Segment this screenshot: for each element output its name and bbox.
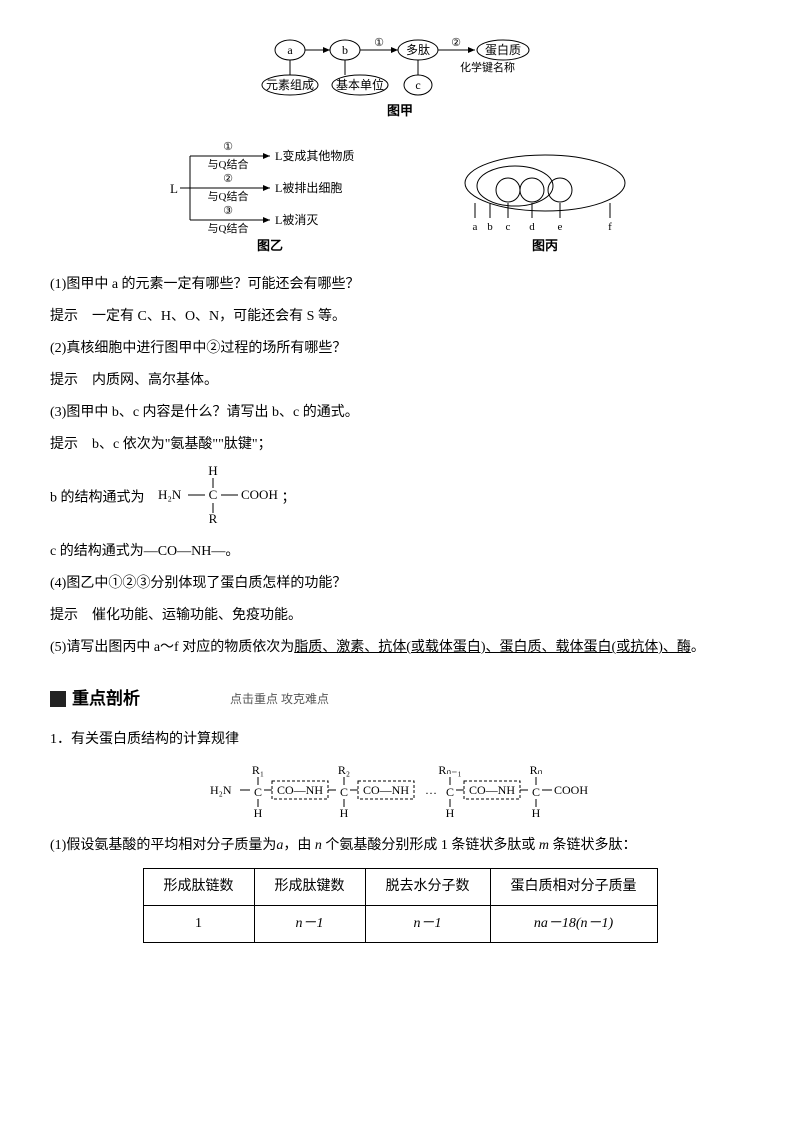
svg-text:a: a <box>473 221 478 233</box>
svg-text:c: c <box>506 221 511 233</box>
amino-acid-formula: H H₂N C COOH R <box>148 463 278 534</box>
question-4: (4)图乙中①②③分别体现了蛋白质怎样的功能？ <box>50 570 750 598</box>
svg-text:CO—NH: CO—NH <box>277 783 323 797</box>
peptide-table: 形成肽链数 形成肽键数 脱去水分子数 蛋白质相对分子质量 1 n－1 n－1 n… <box>143 868 658 943</box>
svg-text:H: H <box>254 806 263 819</box>
table-cell: n－1 <box>254 906 365 943</box>
svg-text:d: d <box>529 221 535 233</box>
rule1-var-m: m <box>539 838 549 853</box>
rule1-p1-mid1: ，由 <box>283 838 315 853</box>
q5-prefix: (5)请写出图丙中 a～f 对应的物质依次为 <box>50 640 294 655</box>
svg-text:H₂N: H₂N <box>210 783 232 797</box>
svg-text:元素组成: 元素组成 <box>266 78 314 92</box>
svg-text:c: c <box>415 78 420 92</box>
rule1-heading: 1．有关蛋白质结构的计算规律 <box>50 726 750 754</box>
svg-text:L: L <box>170 181 178 196</box>
formula-c: c 的结构通式为—CO—NH—。 <box>50 538 750 566</box>
svg-text:与Q结合: 与Q结合 <box>208 189 249 203</box>
diagram-yi-bing-svg: L ① 与Q结合 L变成其他物质 ② 与Q结合 L被排出细胞 ③ 与Q结合 L被… <box>160 138 640 258</box>
question-2: (2)真核细胞中进行图甲中②过程的场所有哪些？ <box>50 335 750 363</box>
rule1-p1-post: 条链状多肽： <box>549 838 637 853</box>
formula-b-suffix: ； <box>282 491 296 506</box>
rule1-p1: (1)假设氨基酸的平均相对分子质量为a，由 n 个氨基酸分别形成 1 条链状多肽… <box>50 832 750 860</box>
svg-text:③: ③ <box>223 205 233 217</box>
diagram-jia: a b ① 多肽 ② 蛋白质 元素组成 基本单位 化学键名称 c 图甲 <box>50 35 750 133</box>
svg-text:图甲: 图甲 <box>387 103 413 118</box>
table-cell: na－18(n－1) <box>490 906 657 943</box>
svg-text:R₂: R₂ <box>338 763 350 777</box>
table-header: 形成肽键数 <box>254 869 365 906</box>
svg-text:基本单位: 基本单位 <box>336 77 384 92</box>
svg-text:L变成其他物质: L变成其他物质 <box>275 148 354 163</box>
svg-text:H: H <box>340 806 349 819</box>
rule1-p1-mid2: 个氨基酸分别形成 1 条链状多肽或 <box>322 838 539 853</box>
answer-3: 提示 b、c 依次为"氨基酸""肽键"； <box>50 431 750 459</box>
table-header: 形成肽链数 <box>143 869 254 906</box>
section-title: 重点剖析 <box>72 682 140 716</box>
svg-text:R: R <box>209 511 218 523</box>
svg-text:e: e <box>558 221 563 233</box>
svg-text:与Q结合: 与Q结合 <box>208 157 249 171</box>
svg-text:L被排出细胞: L被排出细胞 <box>275 181 342 195</box>
svg-text:R₁: R₁ <box>252 763 264 777</box>
diagram-jia-svg: a b ① 多肽 ② 蛋白质 元素组成 基本单位 化学键名称 c 图甲 <box>260 35 540 125</box>
section-header: 重点剖析 点击重点 攻克难点 <box>50 682 750 716</box>
svg-text:与Q结合: 与Q结合 <box>208 221 249 235</box>
answer-4: 提示 催化功能、运输功能、免疫功能。 <box>50 602 750 630</box>
question-3: (3)图甲中 b、c 内容是什么？请写出 b、c 的通式。 <box>50 399 750 427</box>
formula-b-prefix: b 的结构通式为 <box>50 491 145 506</box>
svg-text:C: C <box>209 487 218 502</box>
svg-text:②: ② <box>451 37 461 49</box>
rule1-var-n: n <box>315 838 322 853</box>
svg-text:C: C <box>254 785 262 799</box>
svg-text:H₂N: H₂N <box>158 487 182 502</box>
table-row: 1 n－1 n－1 na－18(n－1) <box>143 906 657 943</box>
svg-text:C: C <box>340 785 348 799</box>
svg-text:H: H <box>446 806 455 819</box>
svg-text:H: H <box>208 463 217 478</box>
peptide-chain-diagram: H₂N R₁ C H CO—NH R₂ C H CO—NH … Rₙ₋₁ C H… <box>50 759 750 827</box>
svg-text:Rₙ₋₁: Rₙ₋₁ <box>438 763 461 777</box>
svg-text:C: C <box>446 785 454 799</box>
svg-text:CO—NH: CO—NH <box>363 783 409 797</box>
svg-text:②: ② <box>223 173 233 185</box>
section-bar-icon <box>50 691 66 707</box>
table-cell: 1 <box>143 906 254 943</box>
q5-suffix: 。 <box>691 640 705 655</box>
section-subtitle: 点击重点 攻克难点 <box>230 687 329 711</box>
formula-b: b 的结构通式为 H H₂N C COOH R ； <box>50 463 750 534</box>
q5-answer-underlined: 脂质、激素、抗体(或载体蛋白)、蛋白质、载体蛋白(或抗体)、酶 <box>294 640 691 655</box>
svg-text:f: f <box>608 221 612 233</box>
svg-text:L被消灭: L被消灭 <box>275 213 318 227</box>
svg-text:a: a <box>287 43 293 57</box>
svg-text:①: ① <box>223 141 233 153</box>
svg-text:蛋白质: 蛋白质 <box>485 42 521 57</box>
svg-text:化学键名称: 化学键名称 <box>460 60 515 74</box>
answer-2: 提示 内质网、高尔基体。 <box>50 367 750 395</box>
table-header: 脱去水分子数 <box>365 869 490 906</box>
svg-text:COOH: COOH <box>554 783 588 797</box>
question-1: (1)图甲中 a 的元素一定有哪些？可能还会有哪些？ <box>50 271 750 299</box>
svg-text:b: b <box>487 221 493 233</box>
svg-text:①: ① <box>374 37 384 49</box>
question-5: (5)请写出图丙中 a～f 对应的物质依次为脂质、激素、抗体(或载体蛋白)、蛋白… <box>50 634 750 662</box>
diagram-yi-bing: L ① 与Q结合 L变成其他物质 ② 与Q结合 L被排出细胞 ③ 与Q结合 L被… <box>50 138 750 266</box>
table-header: 蛋白质相对分子质量 <box>490 869 657 906</box>
svg-text:Rₙ: Rₙ <box>530 763 543 777</box>
svg-text:多肽: 多肽 <box>406 42 430 57</box>
answer-1: 提示 一定有 C、H、O、N，可能还会有 S 等。 <box>50 303 750 331</box>
svg-text:C: C <box>532 785 540 799</box>
svg-text:b: b <box>342 43 348 57</box>
rule1-p1-pre: (1)假设氨基酸的平均相对分子质量为 <box>50 838 276 853</box>
table-header-row: 形成肽链数 形成肽键数 脱去水分子数 蛋白质相对分子质量 <box>143 869 657 906</box>
svg-text:COOH: COOH <box>241 487 278 502</box>
svg-text:图乙: 图乙 <box>257 238 283 253</box>
svg-text:H: H <box>532 806 541 819</box>
svg-text:图丙: 图丙 <box>532 238 558 253</box>
table-cell: n－1 <box>365 906 490 943</box>
svg-text:CO—NH: CO—NH <box>469 783 515 797</box>
svg-text:…: … <box>425 783 437 797</box>
